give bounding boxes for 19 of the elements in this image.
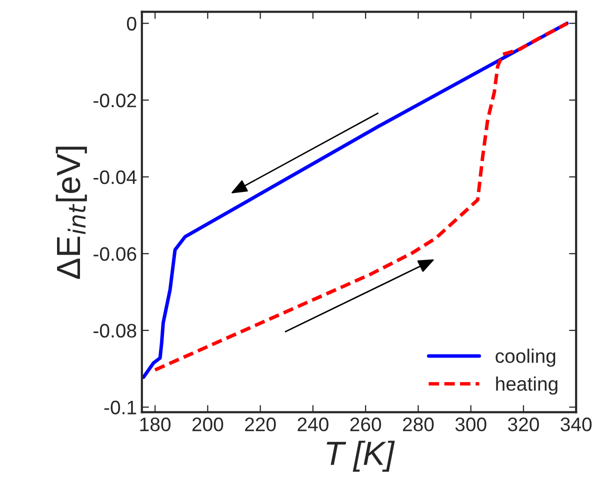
x-tick-label: 240: [298, 418, 328, 432]
x-tick-label: 200: [192, 418, 224, 432]
y-tick-label: -0.02: [94, 94, 136, 108]
y-tick-label: -0.04: [94, 170, 136, 184]
legend-label: cooling: [496, 348, 556, 367]
x-tick-label: 300: [455, 418, 486, 432]
legend-label: heating: [496, 376, 558, 395]
x-tick-label: 280: [402, 418, 434, 432]
y-tick-label: 0: [126, 16, 136, 31]
y-tick-label: -0.1: [104, 400, 136, 414]
x-tick-label: 320: [508, 418, 539, 432]
x-tick-label: 340: [560, 418, 592, 432]
x-tick-label: 180: [140, 418, 171, 432]
x-tick-label: 260: [350, 418, 382, 432]
x-axis-title: T [K]: [326, 440, 395, 472]
y-tick-label: -0.06: [94, 247, 136, 261]
x-tick-label: 220: [245, 418, 276, 432]
y-tick-label: -0.08: [94, 324, 136, 338]
y-axis-title: ΔE$_{int}$[eV]: [56, 146, 87, 279]
